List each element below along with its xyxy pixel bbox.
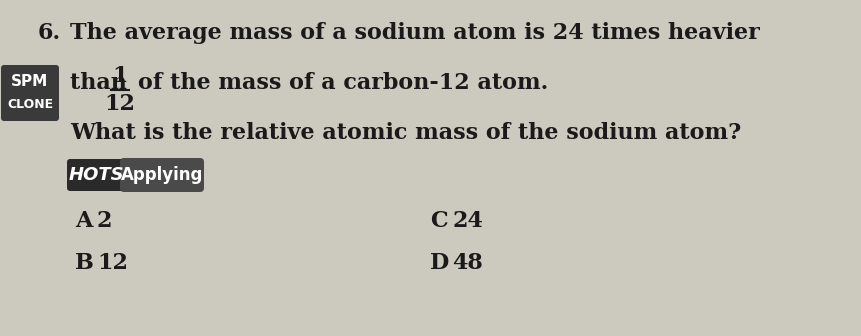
Text: 2: 2: [97, 210, 113, 232]
Text: C: C: [430, 210, 448, 232]
Text: 24: 24: [452, 210, 483, 232]
Text: 1: 1: [112, 65, 127, 87]
FancyBboxPatch shape: [120, 158, 204, 192]
Text: B: B: [75, 252, 94, 274]
Text: A: A: [75, 210, 92, 232]
Text: 6.: 6.: [38, 22, 61, 44]
Text: D: D: [430, 252, 449, 274]
Text: of the mass of a carbon-12 atom.: of the mass of a carbon-12 atom.: [138, 72, 548, 94]
Text: 12: 12: [97, 252, 128, 274]
Text: SPM: SPM: [11, 75, 48, 89]
Text: 12: 12: [104, 93, 135, 115]
FancyBboxPatch shape: [67, 159, 125, 191]
Text: The average mass of a sodium atom is 24 times heavier: The average mass of a sodium atom is 24 …: [70, 22, 759, 44]
Text: What is the relative atomic mass of the sodium atom?: What is the relative atomic mass of the …: [70, 122, 741, 144]
Text: CLONE: CLONE: [7, 97, 53, 111]
Text: Applying: Applying: [121, 166, 203, 184]
Text: 48: 48: [452, 252, 483, 274]
Text: than: than: [70, 72, 134, 94]
FancyBboxPatch shape: [1, 65, 59, 121]
Text: HOTS: HOTS: [68, 166, 124, 184]
